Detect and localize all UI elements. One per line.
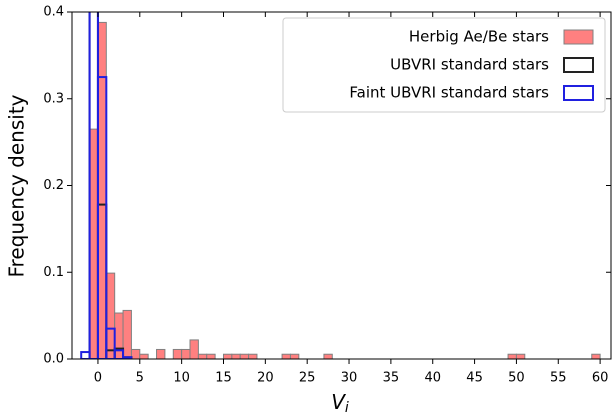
legend-label: UBVRI standard stars <box>390 56 549 74</box>
histogram-bar <box>248 353 258 359</box>
x-tick-label: 25 <box>299 371 316 386</box>
histogram-bar <box>281 353 291 359</box>
histogram-bar <box>197 353 208 359</box>
x-tick-label: 60 <box>592 371 609 386</box>
histogram-bar <box>96 76 108 359</box>
histogram-bar <box>323 353 333 359</box>
histogram-bar <box>239 353 250 359</box>
histogram-bar <box>80 351 91 359</box>
x-tick-label: 30 <box>341 371 358 386</box>
histogram-bar <box>113 349 125 359</box>
histogram-bar <box>122 309 132 359</box>
histogram-bar <box>156 348 166 359</box>
plot-area <box>80 12 601 359</box>
legend-label: Herbig Ae/Be stars <box>409 28 549 46</box>
histogram-bar <box>507 353 517 359</box>
legend-swatch <box>563 85 594 101</box>
histogram-bar <box>289 353 300 359</box>
x-axis-label-main: V <box>331 390 346 414</box>
histogram-bar <box>130 348 141 359</box>
x-tick-label: 20 <box>257 371 274 386</box>
x-tick-label: 55 <box>550 371 567 386</box>
histogram-bar <box>515 353 526 359</box>
legend-box <box>282 17 606 113</box>
x-tick-label: 35 <box>383 371 400 386</box>
x-tick-label: 50 <box>508 371 525 386</box>
y-tick-label: 0.4 <box>43 5 64 20</box>
histogram-bar <box>172 348 183 359</box>
histogram-bar <box>89 128 99 359</box>
x-axis-label: Vi <box>331 390 349 417</box>
x-tick-label: 10 <box>173 371 190 386</box>
y-tick-label: 0.3 <box>43 91 64 106</box>
histogram-bar <box>122 356 133 359</box>
y-tick-label: 0.0 <box>43 352 64 367</box>
y-axis-label: Frequency density <box>5 94 29 277</box>
histogram-bar <box>591 353 601 359</box>
x-tick-label: 45 <box>466 371 483 386</box>
legend-label: Faint UBVRI standard stars <box>349 84 549 102</box>
histogram-bar <box>181 348 191 359</box>
x-tick-label: 0 <box>94 371 102 386</box>
histogram-bar <box>139 353 149 359</box>
histogram-bar <box>222 353 233 359</box>
y-tick-label: 0.1 <box>43 265 64 280</box>
histogram-bar <box>189 339 199 359</box>
x-tick-label: 15 <box>215 371 232 386</box>
histogram-bar <box>114 312 124 359</box>
x-tick-label: 5 <box>136 371 144 386</box>
histogram-bar <box>206 353 216 359</box>
x-axis-label-sub: i <box>345 400 349 416</box>
histogram-bar <box>97 21 107 359</box>
legend-swatch <box>563 29 594 45</box>
x-tick-label: 40 <box>424 371 441 386</box>
histogram-bar <box>105 327 116 359</box>
y-tick-label: 0.2 <box>43 178 64 193</box>
histogram-bar <box>231 353 241 359</box>
legend-swatch <box>563 57 594 73</box>
histogram-bar <box>105 272 116 359</box>
